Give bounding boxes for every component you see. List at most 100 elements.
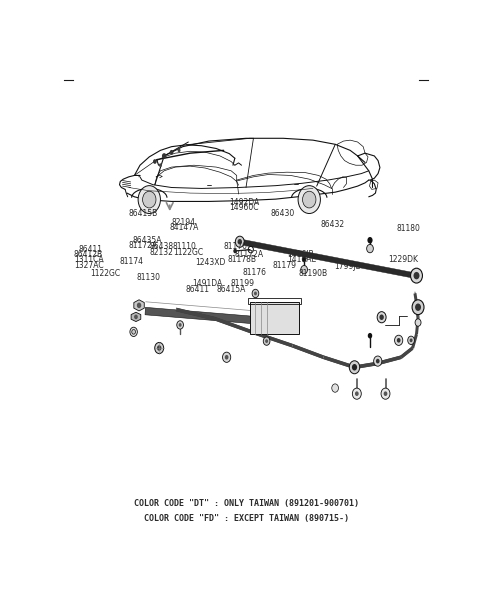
Circle shape [179,323,181,327]
Circle shape [132,329,135,334]
Circle shape [138,186,160,213]
Circle shape [397,338,400,343]
Circle shape [155,343,164,353]
Text: 1416JB: 1416JB [288,250,314,259]
Text: 86438: 86438 [149,242,173,251]
Circle shape [410,268,422,283]
Polygon shape [413,293,418,304]
Circle shape [395,335,403,346]
Circle shape [367,237,372,244]
Text: 81110: 81110 [173,242,197,251]
Circle shape [137,303,141,308]
Text: 81130: 81130 [136,273,160,282]
Circle shape [134,315,138,319]
Circle shape [414,272,420,279]
Text: 81179: 81179 [273,262,297,271]
Text: 86415A: 86415A [216,285,246,294]
Circle shape [415,319,421,326]
Circle shape [412,300,424,315]
Polygon shape [250,302,299,334]
Circle shape [379,314,384,320]
Circle shape [349,361,360,374]
Circle shape [252,289,259,298]
Circle shape [130,327,137,336]
Circle shape [408,336,414,344]
Circle shape [143,191,156,208]
Circle shape [301,265,308,274]
Text: 84147A: 84147A [170,223,199,232]
Polygon shape [292,344,324,359]
Polygon shape [215,317,254,335]
Circle shape [352,364,357,370]
Circle shape [352,388,361,399]
Polygon shape [377,355,401,365]
Text: 81176: 81176 [242,268,266,277]
Circle shape [238,239,242,245]
Polygon shape [323,355,355,369]
Circle shape [302,191,316,208]
Text: 81172A: 81172A [234,250,263,259]
Text: 1327AC: 1327AC [74,260,103,270]
Polygon shape [145,308,285,326]
Text: 86430: 86430 [270,209,294,218]
Text: 81190B: 81190B [298,270,327,279]
Circle shape [409,338,413,342]
Text: 86415B: 86415B [129,209,158,218]
Circle shape [381,388,390,399]
Text: 86411: 86411 [79,245,103,254]
Circle shape [225,355,228,359]
Circle shape [177,321,183,329]
Circle shape [159,163,162,167]
Circle shape [367,244,373,253]
Polygon shape [415,303,420,319]
Polygon shape [176,308,215,321]
Text: 86411: 86411 [186,285,210,294]
Text: 86435A: 86435A [132,236,162,245]
Circle shape [265,339,268,343]
Text: 81174: 81174 [120,257,144,267]
Circle shape [355,391,359,396]
Text: 1311CA: 1311CA [74,256,103,265]
Circle shape [162,153,167,159]
Text: 81170: 81170 [224,242,248,251]
Circle shape [384,391,387,396]
Polygon shape [354,362,378,369]
Text: 1492DA: 1492DA [229,198,260,207]
Polygon shape [134,300,144,311]
Polygon shape [400,347,413,359]
Text: 1243XD: 1243XD [195,258,226,267]
Circle shape [157,346,161,351]
Text: 1416AE: 1416AE [288,256,317,265]
Text: 81180: 81180 [396,224,420,233]
Text: 1122GC: 1122GC [173,248,203,256]
Circle shape [178,148,180,152]
Circle shape [302,257,306,262]
Text: 81172A: 81172A [129,241,158,250]
Circle shape [263,337,270,346]
Circle shape [376,359,380,364]
Circle shape [254,292,257,295]
Polygon shape [131,312,141,321]
Text: 82194: 82194 [172,218,196,227]
Circle shape [368,333,372,338]
Text: 82132: 82132 [149,248,173,256]
Text: 81178B: 81178B [227,255,256,264]
Text: COLOR CODE "FD" : EXCEPT TAIWAN (890715-): COLOR CODE "FD" : EXCEPT TAIWAN (890715-… [144,514,348,523]
Text: 14960C: 14960C [229,203,259,212]
Text: 1491DA: 1491DA [192,279,223,288]
Text: 86432: 86432 [321,220,345,229]
Text: 81199: 81199 [230,279,254,288]
Text: 86412B: 86412B [74,250,103,259]
Circle shape [170,150,173,154]
Circle shape [298,186,321,213]
Polygon shape [415,318,420,335]
Polygon shape [253,331,293,347]
Circle shape [223,352,231,362]
Polygon shape [240,239,415,279]
Text: 1229DK: 1229DK [388,255,418,264]
Circle shape [332,384,338,392]
Circle shape [373,356,382,366]
Circle shape [235,236,244,247]
Text: 1799JB: 1799JB [335,262,361,271]
Circle shape [153,159,157,164]
